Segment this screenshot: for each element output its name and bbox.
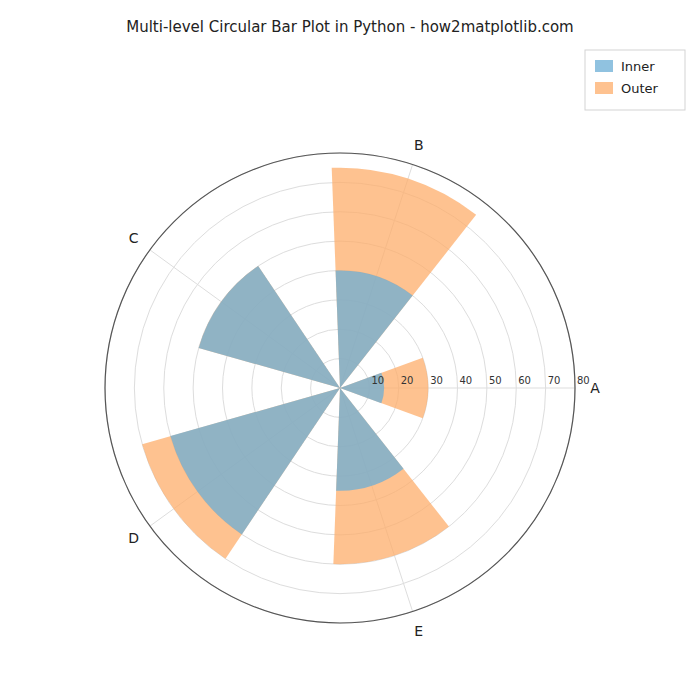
legend-label: Outer [621,81,659,96]
r-tick-label: 10 [371,375,384,386]
bar [199,266,340,388]
bar [170,388,340,534]
category-label: E [414,623,423,639]
title: Multi-level Circular Bar Plot in Python … [126,18,573,36]
r-tick-labels: 10 20 30 40 50 60 70 80 [371,375,589,386]
r-tick-label: 30 [430,375,443,386]
bar [336,271,413,389]
bars [142,168,476,565]
category-labels: A B C D E [128,137,600,638]
grid [105,153,575,623]
grid-circle [105,153,575,623]
legend-label: Inner [621,59,655,74]
legend-swatch [595,82,613,94]
bar [332,168,476,388]
bar [142,388,340,559]
r-tick-label: 70 [548,375,561,386]
category-label: B [414,137,424,153]
chart-container: Multi-level Circular Bar Plot in Python … [0,0,700,700]
r-tick-label: 80 [577,375,590,386]
r-tick-label: 60 [518,375,531,386]
legend-swatch [595,60,613,72]
r-tick-label: 50 [489,375,502,386]
r-tick-label: 40 [460,375,473,386]
legend: Inner Outer [585,50,685,110]
bar [199,266,340,388]
r-tick-label: 20 [401,375,414,386]
spoke [150,250,340,388]
frame [105,153,575,623]
chart: Multi-level Circular Bar Plot in Python … [0,0,700,700]
bar [336,388,403,491]
category-label: D [128,530,139,546]
legend-frame [585,50,685,110]
bar [333,388,449,564]
category-label: C [129,230,139,246]
category-label: A [590,380,600,396]
